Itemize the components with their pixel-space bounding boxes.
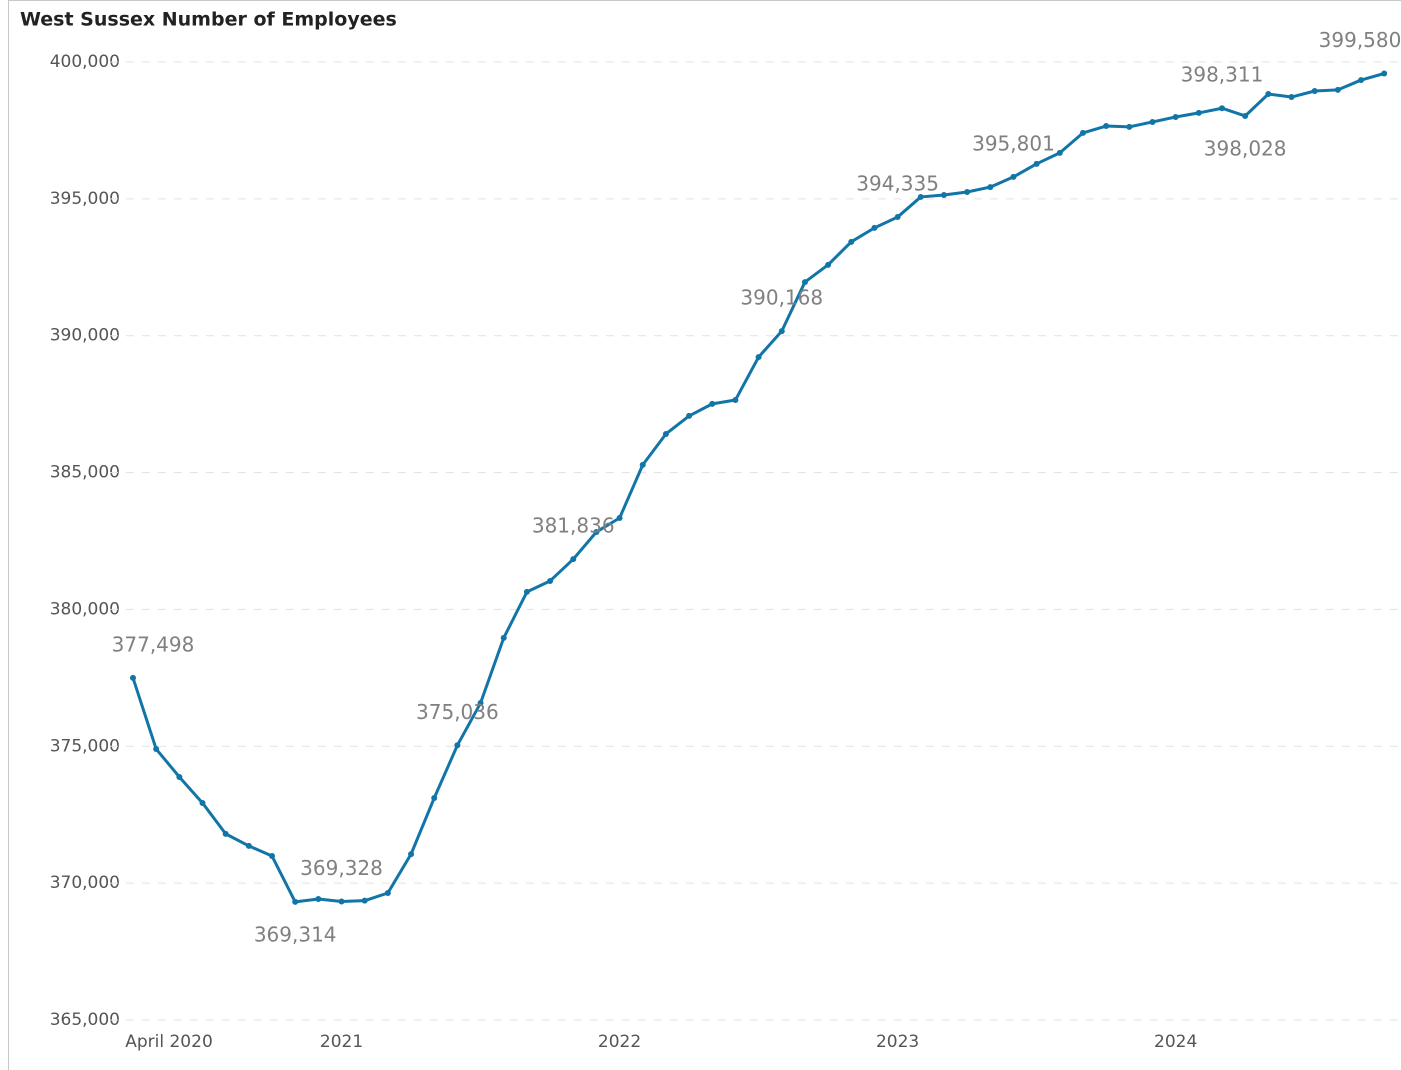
y-tick-label: 375,000 [50, 736, 120, 756]
data-label: 398,311 [1181, 63, 1264, 87]
y-tick-label: 380,000 [50, 599, 120, 619]
y-tick-label: 395,000 [50, 189, 120, 209]
data-label: 381,836 [532, 514, 615, 538]
data-point [1103, 123, 1110, 130]
data-point [593, 528, 600, 535]
data-point [940, 192, 947, 199]
chart-title: West Sussex Number of Employees [20, 9, 397, 31]
data-label: 377,498 [112, 632, 195, 656]
data-point [616, 515, 623, 522]
data-point [431, 795, 438, 802]
data-point [1172, 114, 1179, 121]
y-tick-label: 390,000 [50, 326, 120, 346]
data-label: 395,801 [972, 131, 1055, 155]
data-point [222, 830, 229, 837]
data-point [1126, 123, 1133, 130]
data-point [477, 700, 484, 707]
data-point [848, 238, 855, 245]
data-label: 369,314 [254, 922, 337, 946]
data-label: 390,168 [740, 286, 823, 310]
data-point [338, 898, 345, 905]
data-point [1056, 149, 1063, 156]
data-point [686, 412, 693, 419]
data-point [269, 853, 276, 860]
data-point [1311, 88, 1318, 95]
data-point [1149, 118, 1156, 125]
x-tick-label: April 2020 [125, 1032, 213, 1052]
data-point [176, 773, 183, 780]
data-point [871, 224, 878, 231]
x-tick-label: 2023 [876, 1032, 919, 1052]
data-point [662, 430, 669, 437]
data-point [1033, 160, 1040, 167]
series-line [131, 72, 1385, 904]
y-tick-label: 385,000 [50, 463, 120, 483]
data-point [547, 577, 554, 584]
data-label: 369,328 [300, 856, 383, 880]
data-point [1218, 105, 1225, 112]
data-point [732, 397, 739, 404]
data-point [199, 799, 206, 806]
data-label: 398,028 [1204, 136, 1287, 160]
data-point [917, 193, 924, 200]
data-point [801, 279, 808, 286]
data-point [454, 742, 461, 749]
x-tick-label: 2021 [320, 1032, 363, 1052]
data-point [987, 184, 994, 191]
data-point [1010, 173, 1017, 180]
data-point [894, 214, 901, 221]
data-point [523, 588, 530, 595]
data-point [755, 354, 762, 361]
data-point [292, 898, 299, 905]
data-point [1265, 91, 1272, 98]
data-point [384, 889, 391, 896]
data-label: 394,335 [856, 172, 939, 196]
data-point [1334, 86, 1341, 93]
data-point [1242, 112, 1249, 119]
data-point [361, 897, 368, 904]
data-point [639, 461, 646, 468]
data-point [500, 634, 507, 641]
data-label: 375,036 [416, 700, 499, 724]
data-point [1381, 70, 1388, 77]
data-point [964, 189, 971, 196]
data-point [245, 842, 252, 849]
data-point [153, 746, 160, 753]
y-tick-label: 365,000 [50, 1010, 120, 1030]
y-tick-label: 370,000 [50, 873, 120, 893]
data-point [1195, 109, 1202, 116]
data-point [778, 328, 785, 335]
data-point [408, 851, 415, 858]
data-label: 399,580 [1319, 28, 1401, 52]
x-tick-label: 2022 [598, 1032, 641, 1052]
data-point [1079, 129, 1086, 136]
data-point [709, 400, 716, 407]
data-point [130, 674, 136, 681]
data-point [1288, 94, 1295, 101]
y-tick-label: 400,000 [50, 52, 120, 72]
data-point [315, 896, 322, 903]
data-point [1358, 77, 1365, 84]
data-point [825, 261, 832, 268]
x-tick-label: 2024 [1154, 1032, 1197, 1052]
data-point [570, 556, 577, 563]
